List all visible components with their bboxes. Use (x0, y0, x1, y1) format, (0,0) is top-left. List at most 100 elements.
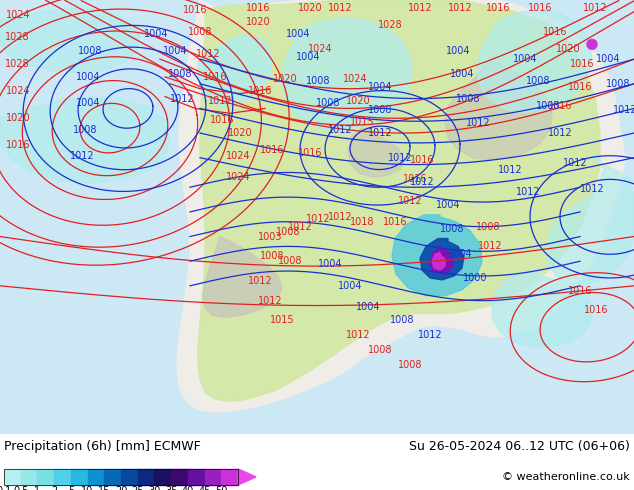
Text: 10: 10 (81, 486, 94, 490)
Text: 1018: 1018 (350, 217, 374, 227)
Text: 1012: 1012 (257, 295, 282, 306)
Text: 1012: 1012 (328, 212, 353, 222)
Bar (4, 469, 238, 485)
Text: 1004: 1004 (75, 98, 100, 108)
Text: 1016: 1016 (210, 115, 234, 125)
Text: 1004: 1004 (450, 69, 474, 79)
Text: 1008: 1008 (526, 76, 550, 86)
Polygon shape (198, 0, 600, 401)
Text: 1020: 1020 (246, 17, 270, 26)
Text: 15: 15 (98, 486, 110, 490)
Text: 45: 45 (198, 486, 210, 490)
Text: 1000: 1000 (463, 273, 488, 283)
Text: 1012: 1012 (208, 96, 232, 105)
Text: 1015: 1015 (269, 315, 294, 325)
Text: Precipitation (6h) [mm] ECMWF: Precipitation (6h) [mm] ECMWF (4, 440, 201, 453)
Text: 1008: 1008 (260, 251, 284, 261)
Text: 1004: 1004 (596, 54, 620, 64)
Text: 1020: 1020 (555, 44, 580, 54)
Bar (138, 469, 155, 485)
Text: 1008: 1008 (476, 221, 500, 232)
Text: 40: 40 (182, 486, 194, 490)
Text: 1024: 1024 (343, 74, 367, 84)
Bar (205, 469, 221, 485)
Polygon shape (492, 270, 592, 347)
Text: 1012: 1012 (548, 128, 573, 138)
Text: 1012: 1012 (170, 94, 194, 103)
Text: 1004: 1004 (75, 72, 100, 82)
Polygon shape (445, 59, 552, 160)
Text: 1016: 1016 (570, 59, 594, 69)
Text: 1012: 1012 (328, 3, 353, 13)
Text: 1020: 1020 (6, 113, 30, 123)
Text: 1008: 1008 (368, 345, 392, 355)
Text: 1012: 1012 (563, 158, 587, 168)
Text: 1008: 1008 (398, 360, 422, 369)
Polygon shape (198, 34, 272, 106)
Text: 1016: 1016 (183, 5, 207, 15)
Polygon shape (203, 237, 282, 318)
Text: 1012: 1012 (579, 184, 604, 194)
Text: 1012: 1012 (196, 49, 220, 59)
Text: 1008: 1008 (78, 46, 102, 56)
Text: 1008: 1008 (368, 105, 392, 115)
Text: 1004: 1004 (318, 259, 342, 269)
Text: 1008: 1008 (456, 94, 480, 103)
Text: 1004: 1004 (446, 46, 470, 56)
Text: 0.1: 0.1 (0, 486, 11, 490)
Text: 1012: 1012 (288, 221, 313, 232)
Text: 1012: 1012 (306, 214, 330, 224)
Text: 1012: 1012 (248, 276, 273, 286)
Text: 1024: 1024 (6, 86, 30, 96)
Text: 1016: 1016 (403, 174, 427, 184)
Text: 1004: 1004 (356, 302, 380, 313)
Polygon shape (0, 8, 140, 73)
Text: 25: 25 (131, 486, 144, 490)
Text: 1004: 1004 (368, 82, 392, 92)
Text: 1008: 1008 (276, 226, 301, 237)
Text: 1016: 1016 (6, 140, 30, 150)
Bar (4, 469, 21, 485)
Text: 1024: 1024 (226, 151, 250, 161)
Text: 1016: 1016 (543, 26, 567, 37)
Text: 1004: 1004 (338, 281, 362, 291)
Text: 1020: 1020 (298, 3, 322, 13)
Polygon shape (430, 246, 454, 274)
Text: 1004: 1004 (144, 29, 168, 40)
Text: 1016: 1016 (568, 82, 592, 92)
Bar (171, 469, 188, 485)
Text: 2: 2 (51, 486, 57, 490)
Text: 1008: 1008 (390, 315, 414, 325)
Text: 20: 20 (115, 486, 127, 490)
Circle shape (587, 39, 597, 49)
Text: 1012: 1012 (398, 196, 422, 206)
Bar (21, 469, 37, 485)
Text: 5: 5 (68, 486, 74, 490)
Text: 1012: 1012 (408, 3, 432, 13)
Text: 1004: 1004 (436, 200, 460, 210)
Polygon shape (477, 10, 592, 112)
Text: 1016: 1016 (584, 305, 608, 316)
Text: 1024: 1024 (226, 172, 250, 182)
Text: 1016: 1016 (246, 3, 270, 13)
Polygon shape (546, 156, 634, 286)
Text: 35: 35 (165, 486, 178, 490)
Bar (71, 469, 87, 485)
Polygon shape (432, 252, 445, 270)
Text: 1028: 1028 (378, 20, 403, 29)
Text: 1016: 1016 (527, 3, 552, 13)
Text: 1012: 1012 (466, 118, 490, 128)
Text: 0.5: 0.5 (13, 486, 29, 490)
Text: 1028: 1028 (4, 59, 29, 69)
Text: 1008: 1008 (306, 76, 330, 86)
Text: 1016: 1016 (486, 3, 510, 13)
Bar (188, 469, 205, 485)
Text: Su 26-05-2024 06..12 UTC (06+06): Su 26-05-2024 06..12 UTC (06+06) (409, 440, 630, 453)
Text: 1016: 1016 (383, 217, 407, 227)
Text: 1012: 1012 (368, 128, 392, 138)
Text: 1016: 1016 (298, 148, 322, 158)
Bar (104, 469, 121, 485)
Text: 1020: 1020 (346, 96, 370, 105)
Text: 1012: 1012 (448, 3, 472, 13)
Polygon shape (238, 469, 256, 485)
